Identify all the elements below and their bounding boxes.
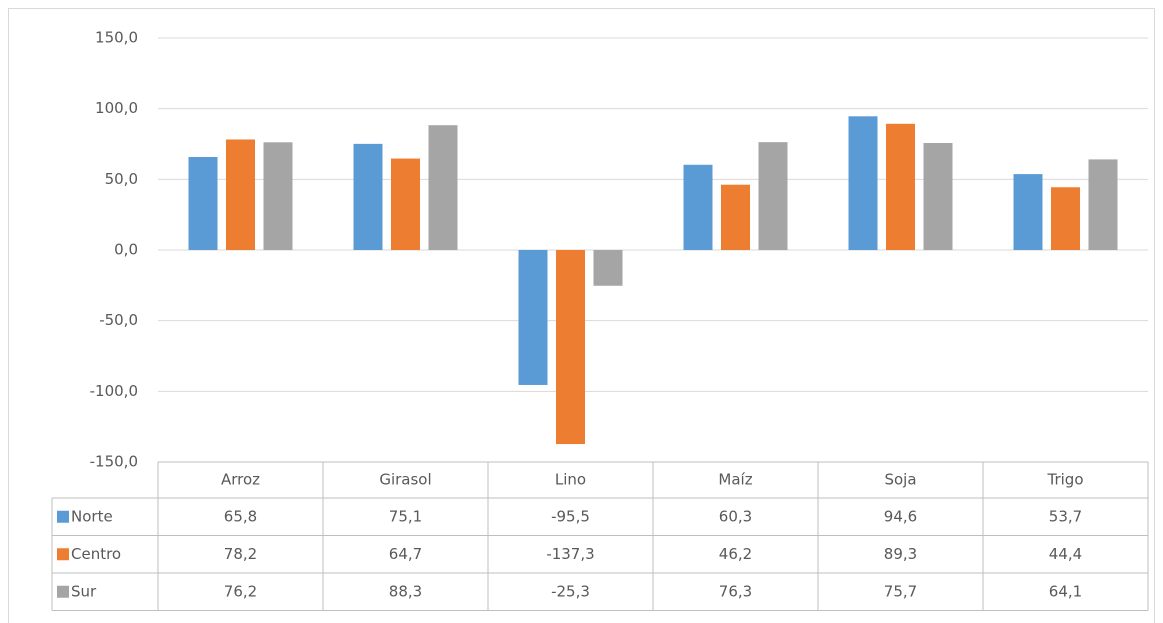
bar (758, 142, 788, 250)
y-tick-label: 50,0 (105, 170, 138, 188)
bar (556, 250, 585, 445)
legend-label: Sur (71, 582, 97, 600)
table-value: 76,2 (224, 582, 257, 600)
bar (518, 250, 548, 385)
category-label: Arroz (221, 471, 260, 489)
table-value: 46,2 (719, 545, 752, 563)
category-label: Soja (884, 471, 916, 489)
table-value: 75,7 (884, 582, 917, 600)
category-label: Maíz (718, 471, 752, 489)
legend-swatch (57, 510, 69, 523)
category-label: Trigo (1047, 471, 1084, 489)
bar (263, 142, 293, 250)
bar (683, 164, 713, 250)
bar (428, 125, 458, 250)
bar (848, 116, 878, 250)
y-tick-label: -100,0 (90, 382, 138, 400)
bar (1088, 159, 1118, 250)
y-tick-label: 100,0 (95, 99, 138, 117)
legend-swatch (57, 585, 69, 598)
table-value: 88,3 (389, 582, 422, 600)
table-value: -25,3 (551, 582, 590, 600)
table-value: -95,5 (551, 507, 590, 525)
bar (391, 158, 420, 250)
bar (886, 123, 915, 250)
table-value: 64,7 (389, 545, 422, 563)
bar (353, 143, 383, 250)
legend-label: Centro (71, 545, 121, 563)
bar (721, 184, 750, 250)
table-value: -137,3 (546, 545, 594, 563)
y-tick-label: 150,0 (95, 29, 138, 47)
bar (593, 250, 623, 286)
table-value: 76,3 (719, 582, 752, 600)
table-value: 75,1 (389, 507, 422, 525)
table-value: 60,3 (719, 507, 752, 525)
bar (188, 157, 218, 250)
category-label: Girasol (379, 471, 431, 489)
bar (1051, 187, 1080, 250)
table-value: 65,8 (224, 507, 257, 525)
category-label: Lino (555, 471, 586, 489)
legend-label: Norte (71, 507, 113, 525)
table-value: 44,4 (1049, 545, 1082, 563)
y-tick-label: -50,0 (99, 311, 138, 329)
table-value: 89,3 (884, 545, 917, 563)
y-tick-label: 0,0 (114, 241, 138, 259)
bar (923, 143, 953, 250)
table-value: 53,7 (1049, 507, 1082, 525)
legend-swatch (57, 548, 69, 561)
table-value: 78,2 (224, 545, 257, 563)
y-tick-label: -150,0 (90, 453, 138, 471)
bar (1013, 174, 1043, 250)
table-value: 64,1 (1049, 582, 1082, 600)
bar (226, 139, 255, 250)
table-value: 94,6 (884, 507, 917, 525)
